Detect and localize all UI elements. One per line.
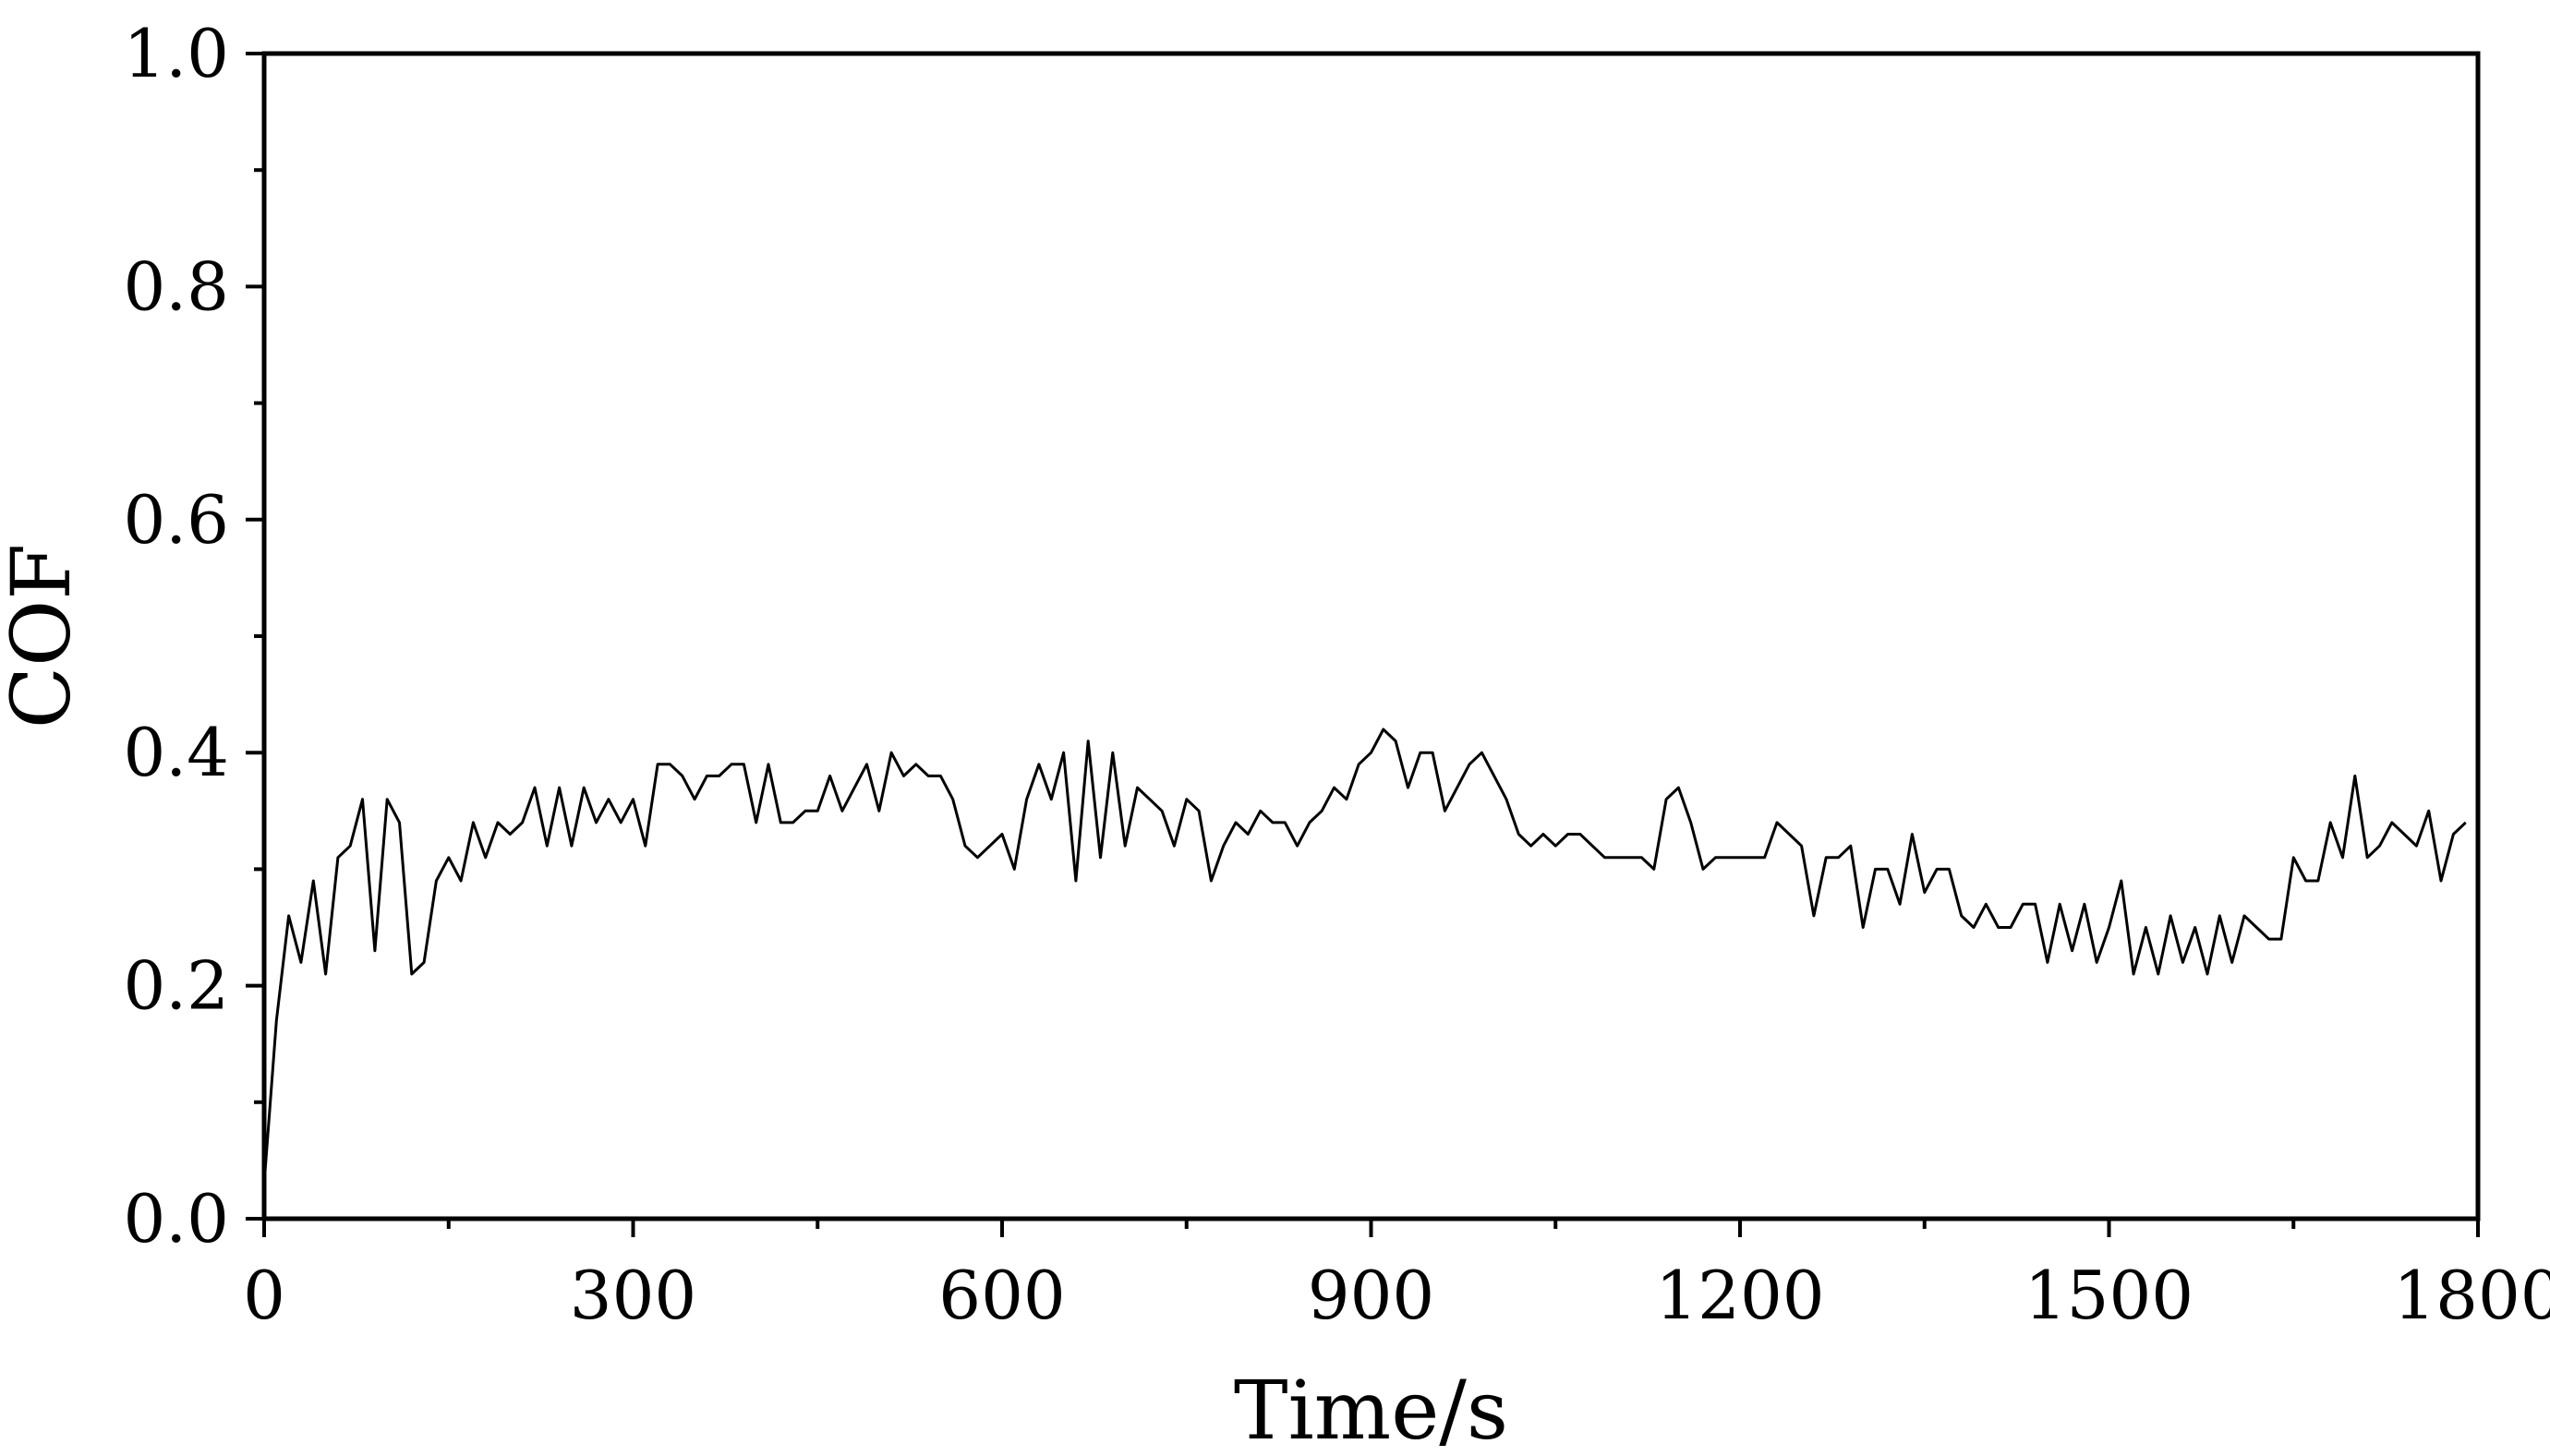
x-tick-label: 1500 [2024,1257,2193,1334]
x-tick-label: 300 [570,1257,696,1334]
plot-frame [261,51,2481,1221]
series-line-0 [262,728,2467,1185]
y-tick-label: 0.2 [123,947,229,1025]
y-tick-label: 0.6 [123,481,229,559]
axes-layer: 0 300 600 900 1200 1500 1800 0.0 0.2 0.4 0.6 0.8 1.0 [123,15,2550,1334]
x-axis-title: Time/s [1234,1363,1508,1456]
plot-layer [262,728,2467,1185]
x-tick-label: 0 [243,1257,285,1334]
y-tick-label: 0.4 [123,714,229,791]
x-tick-label: 900 [1308,1257,1434,1334]
y-tick-label: 0.8 [123,247,229,325]
y-tick-label: 0.0 [123,1180,229,1257]
x-tick-label: 1800 [2393,1257,2550,1334]
x-tick-label: 600 [938,1257,1065,1334]
y-tick-label: 1.0 [123,15,229,92]
y-axis-title: COF [0,544,89,729]
x-tick-label: 1200 [1655,1257,1824,1334]
